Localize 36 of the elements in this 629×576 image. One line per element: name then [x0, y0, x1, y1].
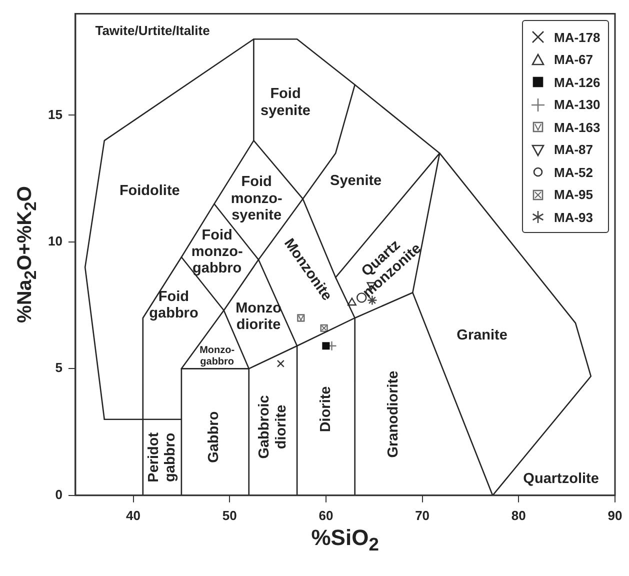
- y-tick-label: 10: [48, 234, 62, 249]
- legend-label: MA-126: [554, 74, 600, 90]
- legend-label: MA-93: [554, 210, 594, 225]
- x-tick-label: 60: [318, 508, 334, 523]
- annotation: Foid gabbro: [149, 288, 198, 322]
- legend-label: MA-87: [554, 142, 594, 158]
- annotation: Gabbro: [206, 411, 222, 463]
- y-tick-label: 0: [55, 486, 62, 502]
- legend-label: MA-67: [554, 52, 594, 68]
- x-tick-label: 40: [126, 508, 140, 523]
- annotation: Granite: [456, 328, 508, 344]
- x-axis-title: %SiO$_{2}$: [311, 525, 379, 556]
- annotation: Gabbroic diorite: [256, 395, 290, 459]
- annotation: Quartzolite: [523, 470, 599, 487]
- annotation: Monzo diorite: [236, 300, 282, 334]
- x-tick-label: 70: [415, 508, 430, 523]
- legend-label: MA-95: [554, 187, 594, 202]
- annotation: Foid syenite: [260, 86, 310, 119]
- annotation: Foidolite: [119, 183, 180, 200]
- legend-label: MA-178: [554, 30, 600, 45]
- y-tick-label: 15: [48, 106, 62, 122]
- legend-label: MA-52: [554, 164, 594, 180]
- x-tick-label: 80: [511, 508, 526, 523]
- legend-label: MA-130: [554, 97, 600, 112]
- annotation: Foid monzo- gabbro: [191, 227, 244, 277]
- x-tick-label: 50: [222, 508, 237, 523]
- annotation: Diorite: [318, 386, 334, 432]
- annotation: Tawite/Urtite/Italite: [95, 23, 210, 38]
- annotation: Foid monzo- syenite: [230, 174, 283, 224]
- annotation: Granodiorite: [385, 370, 402, 458]
- x-tick-label: 90: [608, 508, 622, 523]
- y-tick-label: 5: [55, 360, 62, 376]
- legend-label: MA-163: [554, 120, 600, 135]
- annotation: Monzo- gabbro: [200, 344, 235, 368]
- annotation: Peridot gabbro: [146, 432, 179, 482]
- annotation: Syenite: [330, 173, 382, 190]
